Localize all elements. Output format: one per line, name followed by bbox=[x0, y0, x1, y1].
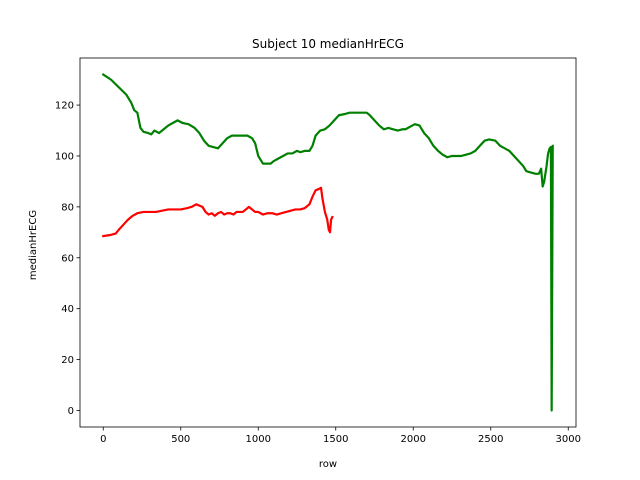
series-line-2 bbox=[101, 186, 334, 238]
x-tick-label: 500 bbox=[171, 434, 190, 445]
series-line-1 bbox=[101, 73, 554, 412]
axes: 0 500 1000 1500 2000 2500 3000 0 20 40 60 80 100 120 bbox=[55, 57, 581, 445]
y-tick-label: 60 bbox=[61, 253, 74, 264]
x-tick-label: 3000 bbox=[556, 434, 581, 445]
chart-title: Subject 10 medianHrECG bbox=[252, 37, 404, 51]
y-tick-label: 40 bbox=[61, 304, 74, 315]
x-tick-label: 1500 bbox=[323, 434, 348, 445]
x-tick-label: 1000 bbox=[246, 434, 271, 445]
y-tick-label: 20 bbox=[61, 355, 74, 366]
y-tick-label: 120 bbox=[55, 101, 74, 112]
y-axis-label: medianHrECG bbox=[28, 210, 39, 280]
x-tick-label: 2000 bbox=[401, 434, 426, 445]
y-tick-label: 80 bbox=[61, 202, 74, 213]
x-axis-label: row bbox=[319, 459, 337, 470]
plot-area bbox=[101, 73, 554, 412]
axes-frame bbox=[79, 57, 577, 428]
x-tick-label: 0 bbox=[100, 434, 106, 445]
y-tick-label: 100 bbox=[55, 151, 74, 162]
x-tick-label: 2500 bbox=[478, 434, 503, 445]
y-tick-label: 0 bbox=[68, 406, 74, 417]
